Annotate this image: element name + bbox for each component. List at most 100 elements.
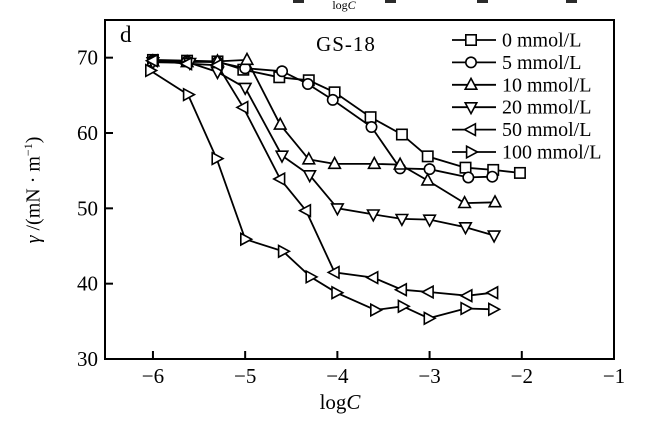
- triangle-left-marker: [459, 288, 473, 303]
- triangle-right-marker: [211, 151, 225, 166]
- circle-marker: [301, 78, 314, 91]
- series-line: [152, 61, 495, 237]
- triangle-up-marker: [420, 172, 435, 186]
- x-tick-label: −2: [511, 364, 533, 388]
- triangle-up-marker: [301, 151, 316, 165]
- triangle-down-marker: [238, 82, 253, 96]
- triangle-right-marker: [331, 285, 345, 300]
- x-axis-label-symbol: C: [346, 390, 361, 414]
- y-tick-label: 60: [77, 121, 98, 145]
- triangle-right-marker: [145, 63, 159, 78]
- triangle-left-marker: [326, 265, 340, 280]
- triangle-down-marker: [302, 170, 317, 184]
- legend: 0 mmol/L5 mmol/L10 mmol/L20 mmol/L50 mmo…: [452, 30, 601, 164]
- circle-marker: [276, 65, 289, 78]
- legend-label: 20 mmol/L: [502, 97, 591, 119]
- circle-marker: [423, 163, 436, 176]
- triangle-left-marker: [420, 284, 434, 300]
- triangle-up-marker: [367, 155, 382, 170]
- triangle-right-marker: [487, 302, 502, 317]
- triangle-left-marker: [209, 58, 223, 73]
- triangle-left-marker: [144, 53, 159, 68]
- triangle-right-marker: [182, 87, 197, 102]
- triangle-up-marker: [463, 76, 479, 90]
- plot-border: [104, 19, 615, 360]
- triangle-down-marker: [463, 102, 479, 116]
- x-tick-label: −4: [326, 364, 349, 388]
- y-tick-label: 70: [77, 46, 98, 70]
- series-50-mmol-l: [144, 53, 499, 303]
- series-line: [149, 69, 494, 320]
- legend-label: 100 mmol/L: [502, 142, 601, 164]
- triangle-right-marker: [397, 299, 411, 314]
- y-tick-label: 50: [77, 196, 98, 220]
- triangle-up-marker: [273, 116, 288, 130]
- triangle-right-marker: [369, 302, 384, 318]
- y-tick-label: 30: [77, 347, 98, 371]
- square-marker: [421, 150, 434, 163]
- triangle-right-marker: [460, 301, 474, 316]
- triangle-left-marker: [179, 56, 193, 71]
- legend-label: 5 mmol/L: [502, 52, 581, 74]
- circle-marker: [365, 120, 378, 133]
- y-axis-unit-exponent: −1: [21, 143, 35, 157]
- series-5-mmol-l: [146, 54, 499, 184]
- x-axis-label-prefix: log: [319, 390, 347, 414]
- y-axis-unit-close: ): [22, 136, 45, 144]
- triangle-up-marker: [457, 195, 472, 209]
- legend-label: 10 mmol/L: [502, 74, 591, 96]
- triangle-down-marker: [330, 203, 345, 217]
- triangle-left-marker: [393, 282, 408, 297]
- y-axis-label: γ /(mN · m−1): [14, 40, 45, 340]
- x-tick-label: −6: [142, 364, 164, 388]
- triangle-down-marker: [366, 209, 381, 223]
- x-axis-label: logC: [280, 390, 400, 414]
- triangle-down-marker: [458, 222, 473, 236]
- cropped-artifact-dash: [385, 0, 396, 3]
- triangle-up-marker: [487, 194, 503, 208]
- x-tick-label: −3: [418, 364, 440, 388]
- legend-label: 50 mmol/L: [502, 119, 591, 141]
- triangle-right-marker: [240, 232, 254, 247]
- triangle-right-marker: [277, 244, 292, 259]
- y-tick-label: 40: [77, 272, 98, 296]
- triangle-up-marker: [239, 51, 255, 66]
- square-marker: [364, 111, 377, 124]
- triangle-left-marker: [235, 100, 249, 115]
- triangle-down-marker: [486, 230, 502, 244]
- square-marker: [513, 166, 526, 179]
- chart-title: GS-18: [316, 32, 376, 56]
- series-line: [152, 59, 521, 174]
- triangle-left-marker: [462, 122, 477, 137]
- y-axis-unit: /(mN · m: [22, 156, 45, 236]
- triangle-up-marker: [392, 156, 408, 170]
- x-tick-label: −1: [603, 364, 625, 388]
- circle-marker: [486, 170, 499, 183]
- triangle-down-marker: [422, 214, 437, 228]
- cropped-top-axis-label: logC: [284, 0, 404, 12]
- circle-marker: [326, 93, 339, 106]
- triangle-left-marker: [272, 171, 286, 187]
- circle-marker: [464, 56, 477, 69]
- triangle-right-marker: [305, 269, 319, 285]
- triangle-right-marker: [465, 144, 480, 160]
- x-tick-label: −5: [234, 364, 256, 388]
- triangle-down-marker: [274, 150, 290, 164]
- triangle-right-marker: [423, 311, 437, 326]
- series-20-mmol-l: [145, 56, 502, 244]
- cropped-top-axis-label-symbol: C: [347, 0, 356, 12]
- series-line: [152, 59, 494, 297]
- circle-marker: [462, 171, 475, 184]
- triangle-down-marker: [394, 213, 410, 227]
- series-100-mmol-l: [145, 63, 502, 326]
- panel-letter: d: [120, 22, 132, 47]
- cropped-artifact-dash: [566, 0, 577, 3]
- square-marker: [395, 128, 408, 141]
- triangle-left-marker: [485, 285, 499, 300]
- legend-label: 0 mmol/L: [502, 30, 581, 52]
- triangle-left-marker: [365, 270, 379, 285]
- square-marker: [459, 161, 472, 174]
- series-10-mmol-l: [145, 51, 503, 209]
